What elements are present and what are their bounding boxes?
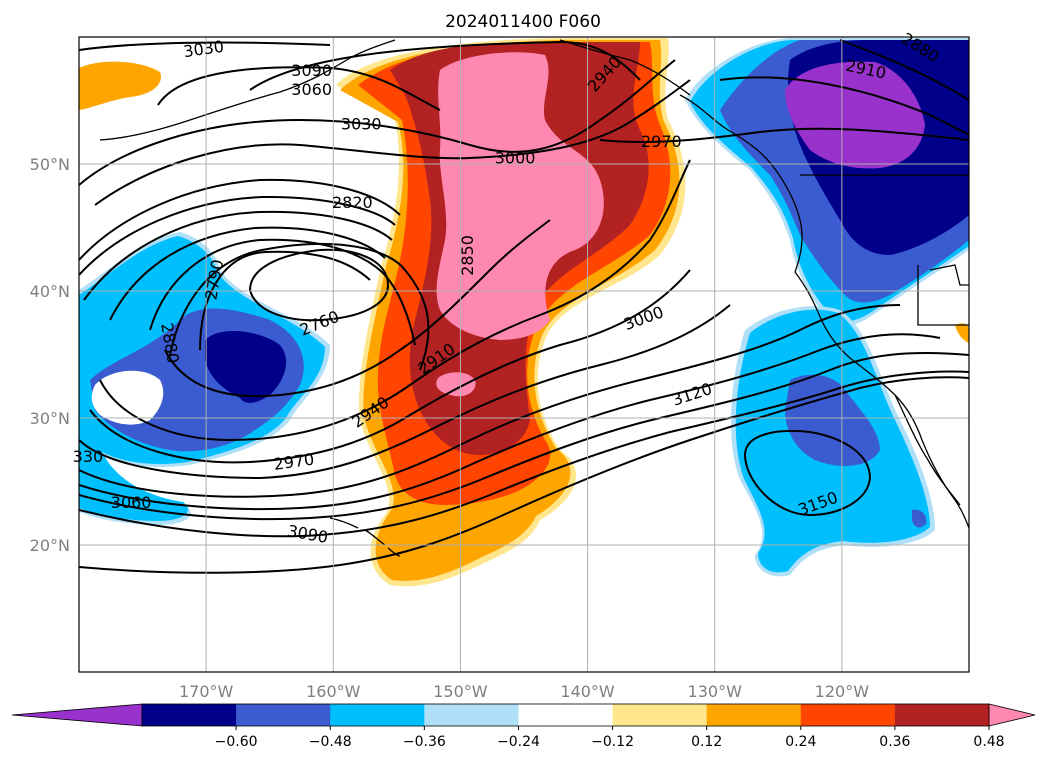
contour-3000 <box>79 304 901 498</box>
colorbar: −0.60 −0.48 −0.36 −0.24 −0.12 0.12 0.24 0.36 0.4… <box>11 703 1036 750</box>
colorbar-tick-label: −0.12 <box>591 734 634 750</box>
shade-se-0.36b <box>912 509 927 528</box>
shade-ne-0.60 <box>785 61 925 169</box>
longitude-labels: 170°W 160°W 150°W 140°W 130°W 120°W <box>179 682 869 701</box>
map-area <box>79 37 969 672</box>
colorbar-segment <box>800 704 896 726</box>
colorbar-tick-label: 0.12 <box>691 734 722 750</box>
contour-3000-north <box>94 79 691 206</box>
shade-0.24-west <box>79 61 161 110</box>
coastlines <box>99 39 969 557</box>
shade-neg-0.48 <box>205 330 287 403</box>
colorbar-extend-low <box>11 703 143 727</box>
colorbar-tick-label: 0.36 <box>879 734 910 750</box>
contour-3030 <box>79 333 941 511</box>
contour-2940 <box>89 269 691 464</box>
colorbar-segment <box>236 704 331 726</box>
lat-tick-label: 20°N <box>30 536 70 555</box>
contour-label-text: 3060 <box>291 80 332 99</box>
colorbar-tick-label: 0.24 <box>785 734 816 750</box>
contour-label-text: 3030 <box>341 114 382 133</box>
contour-label: 3060 <box>111 493 152 512</box>
contour-3090 <box>249 40 641 91</box>
contour-2910 <box>99 159 691 442</box>
contour-label-text: 2850 <box>458 235 477 276</box>
contour-3060 <box>79 351 969 521</box>
alaska-south-coast <box>559 39 691 96</box>
contour-2970 <box>79 304 731 480</box>
shade-west-hole <box>91 370 164 425</box>
colorbar-segment <box>612 704 708 726</box>
contour-label-text: 330 <box>73 447 104 466</box>
negative-anomaly-shading <box>79 38 969 577</box>
shade-0.60-south <box>436 372 476 397</box>
us-border-2 <box>917 265 969 326</box>
contour-label: 3090 <box>291 61 332 80</box>
contour-2910-ne <box>719 76 969 136</box>
gridlines <box>79 37 969 672</box>
contour-label: 330 <box>73 447 104 466</box>
contour-label: 3000 <box>495 149 536 168</box>
contour-ring-1 <box>79 178 401 261</box>
lon-tick-label: 120°W <box>815 682 870 701</box>
colorbar-segment <box>894 704 990 726</box>
baja-coast <box>894 394 961 506</box>
colorbar-tick-label: −0.24 <box>497 734 540 750</box>
contour-3030 <box>79 59 676 186</box>
contour-2760 <box>248 248 390 322</box>
contour-3030-north <box>79 41 331 51</box>
contour-label-text: 3090 <box>291 61 332 80</box>
map-frame <box>78 36 970 673</box>
contour-label-text: 2820 <box>332 193 373 212</box>
contour-label-text: 3060 <box>111 493 152 512</box>
height-contours <box>79 39 969 574</box>
hawaii-coast <box>329 517 401 557</box>
colorbar-tick-label: −0.48 <box>309 734 352 750</box>
latitude-labels: 20°N 30°N 40°N 50°N <box>30 155 70 555</box>
contour-2880-ne <box>839 39 969 101</box>
us-border-3 <box>929 264 969 286</box>
colorbar-tick-label: −0.60 <box>215 734 258 750</box>
contour-label: 2820 <box>332 193 373 212</box>
colorbar-frame <box>141 703 990 727</box>
contour-3090 <box>79 370 969 538</box>
lat-tick-label: 50°N <box>30 155 70 174</box>
colorbar-tick-label: 0.48 <box>973 734 1004 750</box>
colorbar-tick-label: −0.36 <box>403 734 446 750</box>
colorbar-segment <box>142 704 237 726</box>
contour-2790 <box>199 250 371 351</box>
map-title: 2024011400 F060 <box>445 12 601 32</box>
contour-label: 3060 <box>291 80 332 99</box>
alaska-peninsula-coast <box>99 39 396 141</box>
colorbar-segment <box>518 704 614 726</box>
contour-3150 <box>743 429 872 517</box>
contour-2880 <box>164 219 551 398</box>
contour-2850 <box>169 242 430 371</box>
shade-0.60 <box>436 52 604 340</box>
lat-tick-label: 40°N <box>30 282 70 301</box>
lon-tick-label: 150°W <box>433 682 488 701</box>
colorbar-segment <box>330 704 425 726</box>
contour-3060 <box>157 66 441 111</box>
contour-3120 <box>79 376 969 574</box>
contour-label: 2970 <box>641 132 682 151</box>
colorbar-segment <box>706 704 802 726</box>
lon-tick-label: 170°W <box>179 682 234 701</box>
colorbar-segment <box>424 704 519 726</box>
contour-label: 3030 <box>341 114 382 133</box>
contour-label-text: 2970 <box>641 132 682 151</box>
lon-tick-label: 160°W <box>306 682 361 701</box>
contour-ring-3 <box>83 210 393 301</box>
shade-0.24-east <box>955 323 969 343</box>
contour-label-text: 3000 <box>495 149 536 168</box>
contour-label: 2850 <box>458 235 477 276</box>
lon-tick-label: 130°W <box>688 682 743 701</box>
lat-tick-label: 30°N <box>30 409 70 428</box>
colorbar-extend-high <box>988 703 1036 727</box>
contour-ring-2 <box>79 195 396 276</box>
lon-tick-label: 140°W <box>560 682 615 701</box>
contour-2970-north <box>599 127 969 143</box>
contour-ring-4 <box>109 226 386 321</box>
